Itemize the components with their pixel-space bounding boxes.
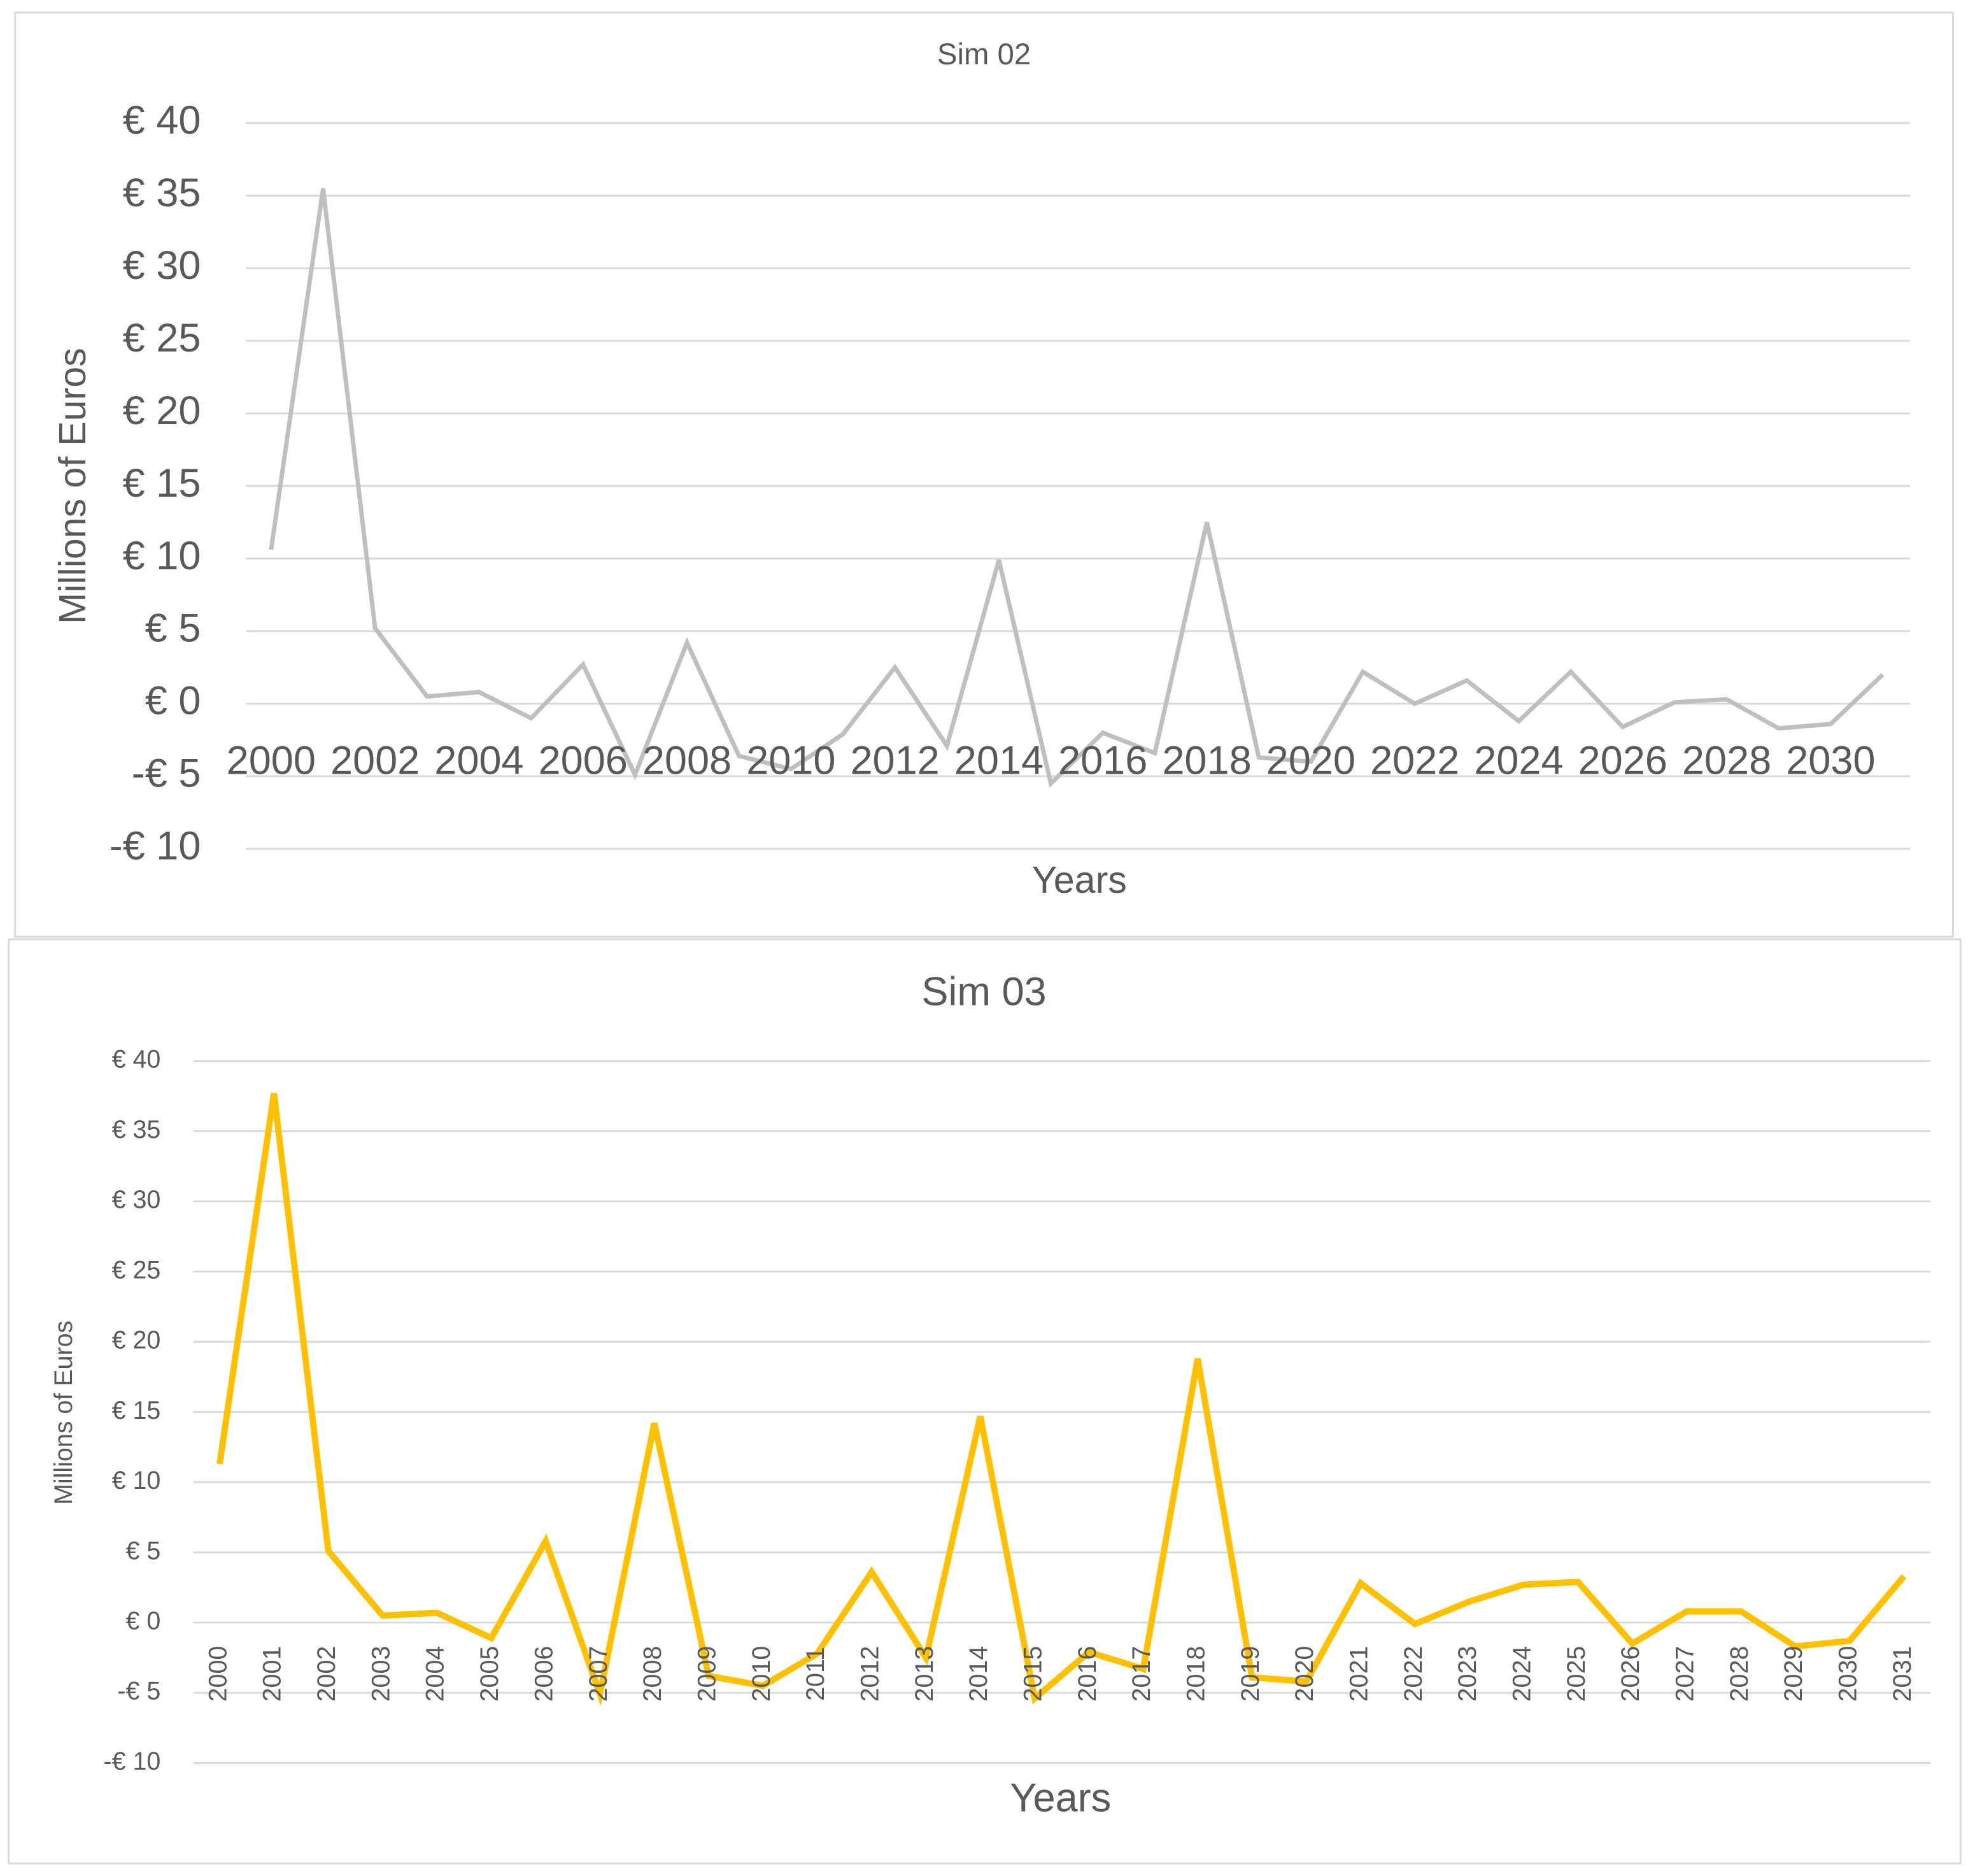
y-tick-label: € 15 bbox=[112, 1396, 161, 1425]
chart-frame bbox=[8, 938, 1962, 1865]
x-tick-label: 2009 bbox=[693, 1646, 721, 1702]
x-tick-label: 2006 bbox=[530, 1646, 558, 1702]
y-tick-label: € 10 bbox=[112, 1467, 161, 1495]
x-tick-label: 2003 bbox=[367, 1646, 395, 1702]
x-tick-label: 2026 bbox=[1617, 1646, 1645, 1702]
x-tick-label: 2022 bbox=[1399, 1646, 1427, 1702]
x-tick-label: 2016 bbox=[1073, 1646, 1101, 1702]
y-tick-label: € 5 bbox=[126, 1537, 161, 1565]
x-tick-label: 2002 bbox=[330, 739, 420, 783]
x-tick-label: 2024 bbox=[1474, 739, 1563, 783]
y-tick-label: € 10 bbox=[123, 534, 201, 578]
x-tick-label: 2004 bbox=[421, 1646, 450, 1702]
x-tick-label: 2000 bbox=[204, 1646, 232, 1702]
x-tick-label: 2006 bbox=[539, 739, 628, 783]
y-tick-label: € 40 bbox=[112, 1046, 161, 1074]
y-tick-label: € 5 bbox=[145, 606, 201, 651]
chart-frame bbox=[14, 11, 1954, 938]
x-tick-label: 2023 bbox=[1454, 1646, 1482, 1702]
x-tick-label: 2010 bbox=[746, 739, 835, 783]
y-tick-label: € 30 bbox=[112, 1186, 161, 1214]
y-tick-label: € 15 bbox=[123, 461, 201, 506]
y-tick-label: € 25 bbox=[123, 316, 201, 360]
y-tick-label: -€ 10 bbox=[103, 1747, 160, 1775]
x-tick-label: 2012 bbox=[856, 1646, 884, 1702]
x-tick-label: 2010 bbox=[747, 1646, 775, 1702]
x-tick-label: 2008 bbox=[642, 739, 732, 783]
x-tick-label: 2007 bbox=[584, 1646, 612, 1702]
x-tick-label: 2017 bbox=[1128, 1646, 1156, 1702]
x-tick-label: 2013 bbox=[910, 1646, 938, 1702]
x-tick-label: 2004 bbox=[434, 739, 523, 783]
x-tick-label: 2021 bbox=[1345, 1646, 1373, 1702]
x-tick-label: 2028 bbox=[1725, 1646, 1753, 1702]
x-tick-label: 2028 bbox=[1682, 739, 1771, 783]
x-tick-label: 2018 bbox=[1182, 1646, 1210, 1702]
x-tick-label: 2001 bbox=[258, 1646, 287, 1702]
x-tick-label: 2018 bbox=[1162, 739, 1251, 783]
y-axis-title: Millions of Euros bbox=[51, 348, 94, 624]
x-tick-label: 2031 bbox=[1888, 1646, 1916, 1702]
chart-title: Sim 03 bbox=[921, 969, 1046, 1014]
y-tick-label: € 25 bbox=[112, 1256, 161, 1284]
y-tick-label: -€ 5 bbox=[132, 751, 201, 796]
data-line bbox=[216, 1093, 1907, 1706]
x-axis-title: Years bbox=[1010, 1775, 1111, 1820]
y-tick-label: € 30 bbox=[123, 243, 201, 288]
x-tick-label: 2030 bbox=[1786, 739, 1875, 783]
chart-title: Sim 02 bbox=[937, 38, 1031, 71]
x-tick-label: 2026 bbox=[1578, 739, 1667, 783]
x-tick-label: 2008 bbox=[639, 1646, 667, 1702]
x-tick-label: 2027 bbox=[1671, 1646, 1699, 1702]
y-tick-label: € 0 bbox=[145, 679, 201, 723]
y-tick-label: -€ 10 bbox=[110, 824, 201, 869]
x-tick-label: 2012 bbox=[850, 739, 939, 783]
x-tick-label: 2030 bbox=[1834, 1646, 1862, 1702]
x-tick-label: 2011 bbox=[802, 1647, 830, 1701]
x-axis-title: Years bbox=[1032, 858, 1127, 901]
x-tick-label: 2000 bbox=[227, 739, 316, 783]
x-tick-label: 2029 bbox=[1780, 1646, 1808, 1702]
x-tick-label: 2005 bbox=[476, 1646, 504, 1702]
x-tick-label: 2014 bbox=[965, 1646, 993, 1702]
y-tick-label: € 0 bbox=[126, 1607, 161, 1635]
y-axis-title: Millions of Euros bbox=[50, 1321, 78, 1505]
y-tick-label: € 20 bbox=[112, 1326, 161, 1354]
x-tick-label: 2020 bbox=[1266, 739, 1356, 783]
x-tick-label: 2020 bbox=[1291, 1646, 1319, 1702]
x-tick-label: 2002 bbox=[313, 1646, 341, 1702]
data-line bbox=[269, 188, 1885, 788]
y-tick-label: -€ 5 bbox=[117, 1677, 160, 1705]
x-tick-label: 2014 bbox=[954, 739, 1044, 783]
y-tick-label: € 35 bbox=[123, 171, 201, 215]
y-tick-label: € 35 bbox=[112, 1116, 161, 1144]
x-tick-label: 2015 bbox=[1019, 1646, 1047, 1702]
x-tick-label: 2022 bbox=[1370, 739, 1459, 783]
x-tick-label: 2019 bbox=[1236, 1646, 1264, 1702]
y-tick-label: € 20 bbox=[123, 388, 201, 433]
x-tick-label: 2024 bbox=[1508, 1646, 1536, 1702]
x-tick-label: 2016 bbox=[1058, 739, 1147, 783]
y-tick-label: € 40 bbox=[123, 98, 201, 143]
x-tick-label: 2025 bbox=[1562, 1646, 1590, 1702]
